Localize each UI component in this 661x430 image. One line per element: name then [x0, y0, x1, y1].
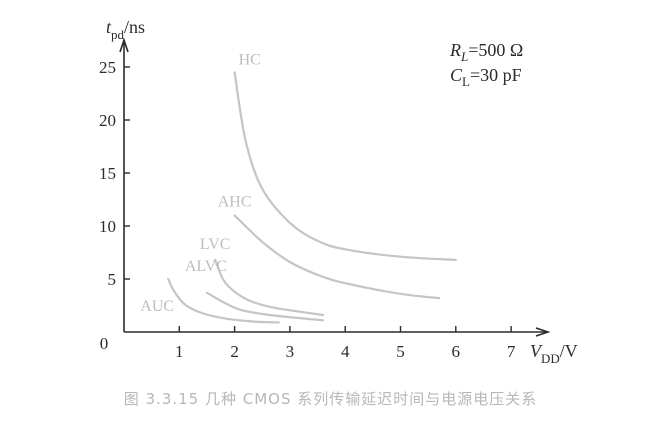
- series-line-alvc: [205, 291, 325, 322]
- y-axis-arrow: [119, 37, 129, 53]
- load-resistance-label: RL=500 Ω: [449, 40, 523, 64]
- x-tick-label: 1: [175, 342, 184, 361]
- series-line-lvc: [214, 258, 325, 317]
- series-label-lvc: LVC: [200, 236, 231, 253]
- y-tick-label: 25: [99, 58, 116, 77]
- series-labels: HC AHC LVC ALVC AUC: [140, 51, 261, 315]
- x-tick-label: 7: [507, 342, 516, 361]
- series-line-ahc: [233, 214, 441, 300]
- series-line-auc: [167, 277, 280, 324]
- x-tick-label: 6: [452, 342, 461, 361]
- x-axis-arrow: [535, 327, 551, 337]
- origin-label: 0: [100, 334, 109, 353]
- x-tick-label: 4: [341, 342, 350, 361]
- x-tick-label: 2: [230, 342, 239, 361]
- series-line-hc: [233, 71, 457, 261]
- axes: [119, 37, 551, 337]
- y-tick-label: 10: [99, 217, 116, 236]
- series-curves: [167, 71, 457, 324]
- x-tick-label: 5: [396, 342, 405, 361]
- y-tick-label: 20: [99, 111, 116, 130]
- figure-caption: 图 3.3.15 几种 CMOS 系列传输延迟时间与电源电压关系: [123, 390, 538, 408]
- x-axis-ticks: 1 2 3 4 5 6 7: [175, 326, 516, 361]
- x-tick-label: 3: [286, 342, 295, 361]
- y-tick-label: 5: [108, 270, 117, 289]
- y-tick-label: 15: [99, 164, 116, 183]
- y-axis-ticks: 5 10 15 20 25: [99, 58, 130, 289]
- load-capacitance-label: CL=30 pF: [450, 65, 522, 89]
- series-label-ahc: AHC: [218, 193, 252, 210]
- series-label-alvc: ALVC: [185, 258, 227, 275]
- series-label-auc: AUC: [140, 298, 174, 315]
- x-axis-title: VDD/V: [530, 341, 578, 366]
- series-label-hc: HC: [239, 51, 261, 68]
- y-axis-title: tpd/ns: [106, 17, 145, 42]
